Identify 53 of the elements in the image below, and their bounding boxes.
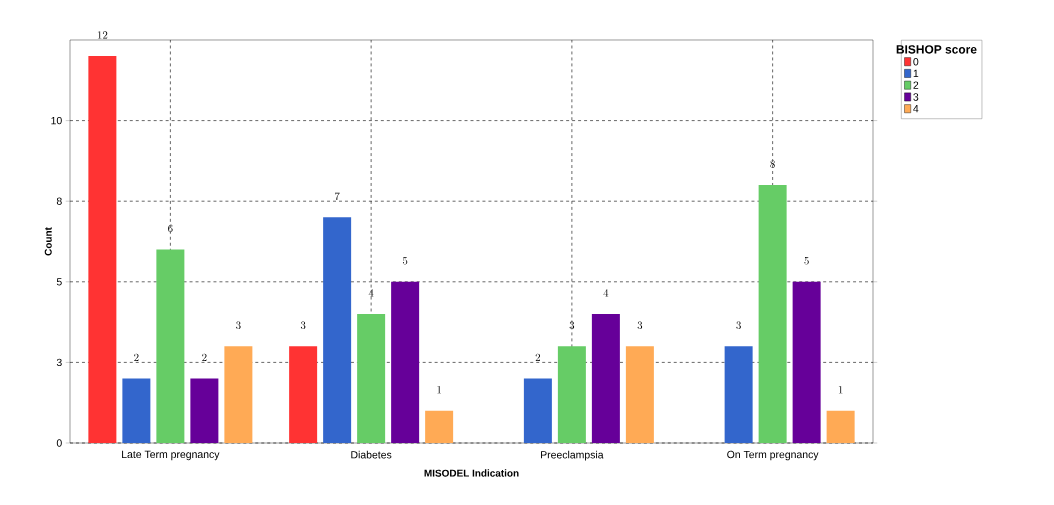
bar — [625, 346, 654, 443]
data-label: 6 — [168, 224, 173, 233]
x-tick-label: On Term pregnancy — [727, 450, 819, 461]
data-label: 2 — [202, 353, 207, 361]
data-label: 3 — [569, 321, 575, 329]
bar — [156, 249, 185, 443]
y-tick-label: 0 — [56, 439, 62, 447]
bar — [557, 346, 586, 443]
data-label: 4 — [368, 289, 374, 297]
bar — [122, 378, 151, 443]
bar — [792, 281, 821, 443]
bar — [190, 378, 219, 443]
y-tick-label: 5 — [56, 278, 62, 286]
legend-label: 1 — [913, 69, 919, 77]
bar — [724, 346, 753, 443]
x-tick-label: Diabetes — [351, 450, 392, 459]
data-label: 1 — [838, 385, 843, 394]
bar — [826, 410, 855, 443]
bar — [391, 281, 420, 443]
data-label: 3 — [300, 321, 306, 329]
data-label: 5 — [804, 257, 809, 265]
data-label: 8 — [770, 160, 775, 168]
data-label: 1 — [437, 385, 441, 394]
data-label: 5 — [402, 257, 408, 265]
y-tick-label: 3 — [56, 358, 62, 367]
bar — [523, 378, 552, 443]
data-label: 2 — [535, 353, 541, 361]
x-tick-label: Preeclampsia — [541, 450, 604, 461]
bar — [289, 346, 318, 443]
data-label: 2 — [134, 353, 139, 361]
bar — [224, 346, 253, 443]
bar — [591, 314, 620, 443]
x-axis-title: MISODEL Indication — [424, 469, 519, 477]
legend-label: 2 — [913, 81, 919, 89]
data-label: 3 — [736, 321, 741, 329]
legend-label: 4 — [913, 105, 919, 113]
bar — [88, 56, 117, 443]
data-label: 3 — [637, 321, 643, 329]
y-tick-label: 8 — [56, 197, 62, 205]
bar — [425, 410, 454, 443]
bar — [758, 185, 787, 443]
bar — [323, 217, 352, 443]
data-label: 7 — [335, 192, 340, 201]
bar — [357, 314, 386, 443]
x-tick-label: Late Term pregnancy — [122, 450, 220, 461]
data-label: 12 — [97, 31, 108, 39]
data-label: 4 — [603, 289, 609, 297]
y-tick-label: 10 — [51, 116, 62, 125]
legend-label: 0 — [913, 58, 919, 66]
legend-label: 3 — [913, 93, 919, 101]
y-axis-title: Count — [44, 227, 52, 256]
legend-title: BISHOP score — [896, 45, 977, 54]
data-label: 3 — [236, 321, 241, 329]
